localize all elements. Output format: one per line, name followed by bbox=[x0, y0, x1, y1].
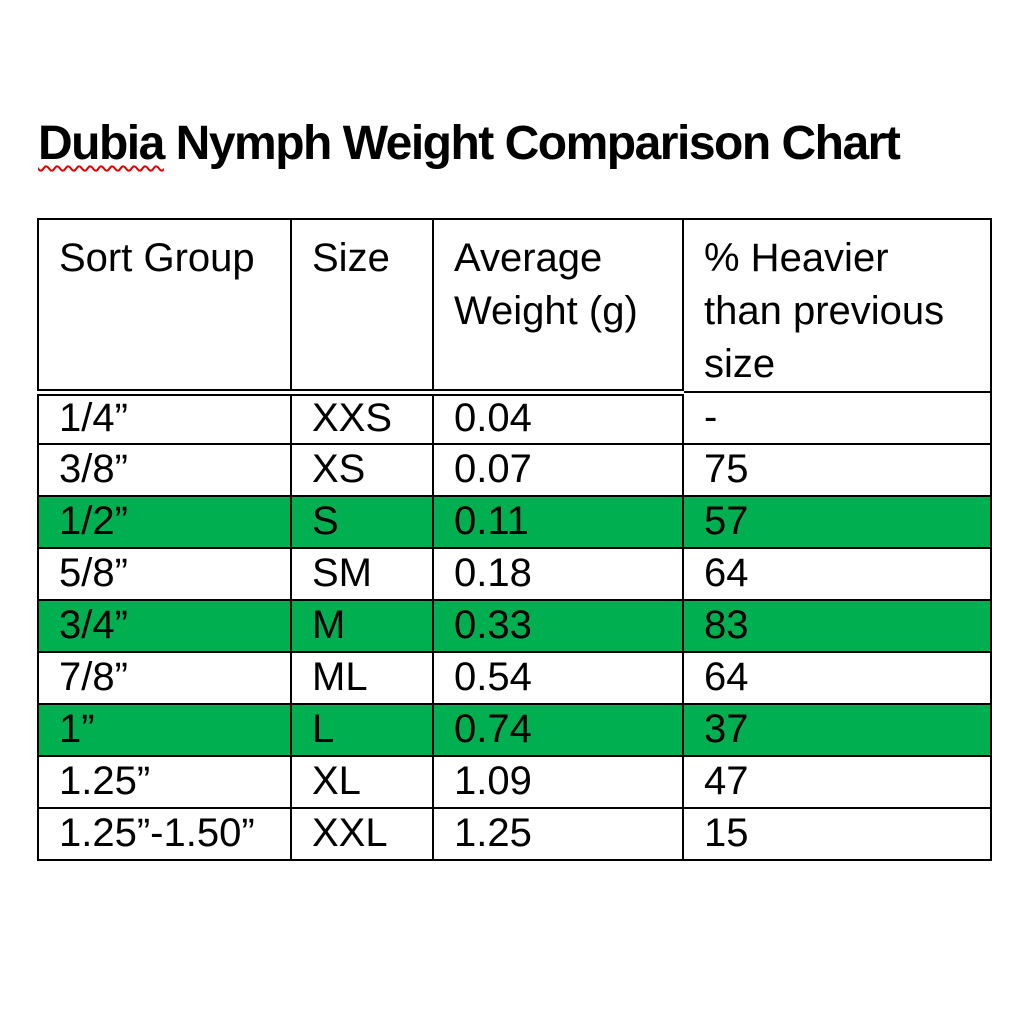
table-cell: 0.54 bbox=[432, 651, 684, 705]
weight-comparison-table: Sort Group Size Average Weight (g)% Heavie… bbox=[37, 218, 992, 861]
table-cell: XXS bbox=[290, 391, 434, 445]
table-cell: 1/4” bbox=[37, 391, 292, 445]
table-cell: 0.04 bbox=[432, 391, 684, 445]
column-header: Average Weight (g) bbox=[432, 218, 684, 396]
table-cell: 0.33 bbox=[432, 599, 684, 653]
table-row: 1” L 0.74 37 bbox=[37, 703, 992, 757]
table-cell: XL bbox=[290, 755, 434, 809]
table-cell: 1.25” bbox=[37, 755, 292, 809]
table-row: 1.25”-1.50” XXL 1.25 15 bbox=[37, 807, 992, 861]
table-cell: M bbox=[290, 599, 434, 653]
table-cell: 7/8” bbox=[37, 651, 292, 705]
table-cell: 0.74 bbox=[432, 703, 684, 757]
column-header: Size bbox=[290, 218, 434, 396]
table-row: 1/4” XXS 0.04- bbox=[37, 391, 992, 445]
table-cell: 0.11 bbox=[432, 495, 684, 549]
table-cell: SM bbox=[290, 547, 434, 601]
table-row: 3/8” XS 0.07 75 bbox=[37, 443, 992, 497]
table-cell: 1/2” bbox=[37, 495, 292, 549]
table-cell: 1.09 bbox=[432, 755, 684, 809]
table-cell: 64 bbox=[682, 651, 992, 705]
table-cell: 47 bbox=[682, 755, 992, 809]
table-cell: 5/8” bbox=[37, 547, 292, 601]
table-cell: 1” bbox=[37, 703, 292, 757]
misspelled-word: Dubia bbox=[38, 117, 165, 170]
table-cell: L bbox=[290, 703, 434, 757]
table-cell: 1.25”-1.50” bbox=[37, 807, 292, 861]
column-header: % Heavier than previous size bbox=[682, 218, 992, 393]
table-cell: 0.07 bbox=[432, 443, 684, 497]
table-cell: S bbox=[290, 495, 434, 549]
table-cell: 15 bbox=[682, 807, 992, 861]
table-cell: 57 bbox=[682, 495, 992, 549]
table-cell: 75 bbox=[682, 443, 992, 497]
table-cell: 37 bbox=[682, 703, 992, 757]
document-title: Dubia Nymph Weight Comparison Chart bbox=[38, 117, 901, 170]
table-row: 5/8” SM 0.18 64 bbox=[37, 547, 992, 601]
table-cell: ML bbox=[290, 651, 434, 705]
table-cell: XS bbox=[290, 443, 434, 497]
table-row: 7/8” ML 0.54 64 bbox=[37, 651, 992, 705]
table-cell: 83 bbox=[682, 599, 992, 653]
table-cell: 0.18 bbox=[432, 547, 684, 601]
table-body: 1/4” XXS 0.04-3/8” XS 0.07 75 1/2” S 0.11 57 5/8” S… bbox=[37, 391, 992, 861]
table-row: 3/4” M 0.33 83 bbox=[37, 599, 992, 653]
table-row: 1/2” S 0.11 57 bbox=[37, 495, 992, 549]
header-row: Sort Group Size Average Weight (g)% Heavie… bbox=[37, 218, 992, 396]
table-cell: 3/4” bbox=[37, 599, 292, 653]
column-header: Sort Group bbox=[37, 218, 292, 396]
table-cell: XXL bbox=[290, 807, 434, 861]
table-cell: - bbox=[682, 391, 992, 445]
title-rest: Nymph Weight Comparison Chart bbox=[163, 117, 901, 170]
table-cell: 1.25 bbox=[432, 807, 684, 861]
table-cell: 3/8” bbox=[37, 443, 292, 497]
table-cell: 64 bbox=[682, 547, 992, 601]
table-row: 1.25” XL 1.09 47 bbox=[37, 755, 992, 809]
